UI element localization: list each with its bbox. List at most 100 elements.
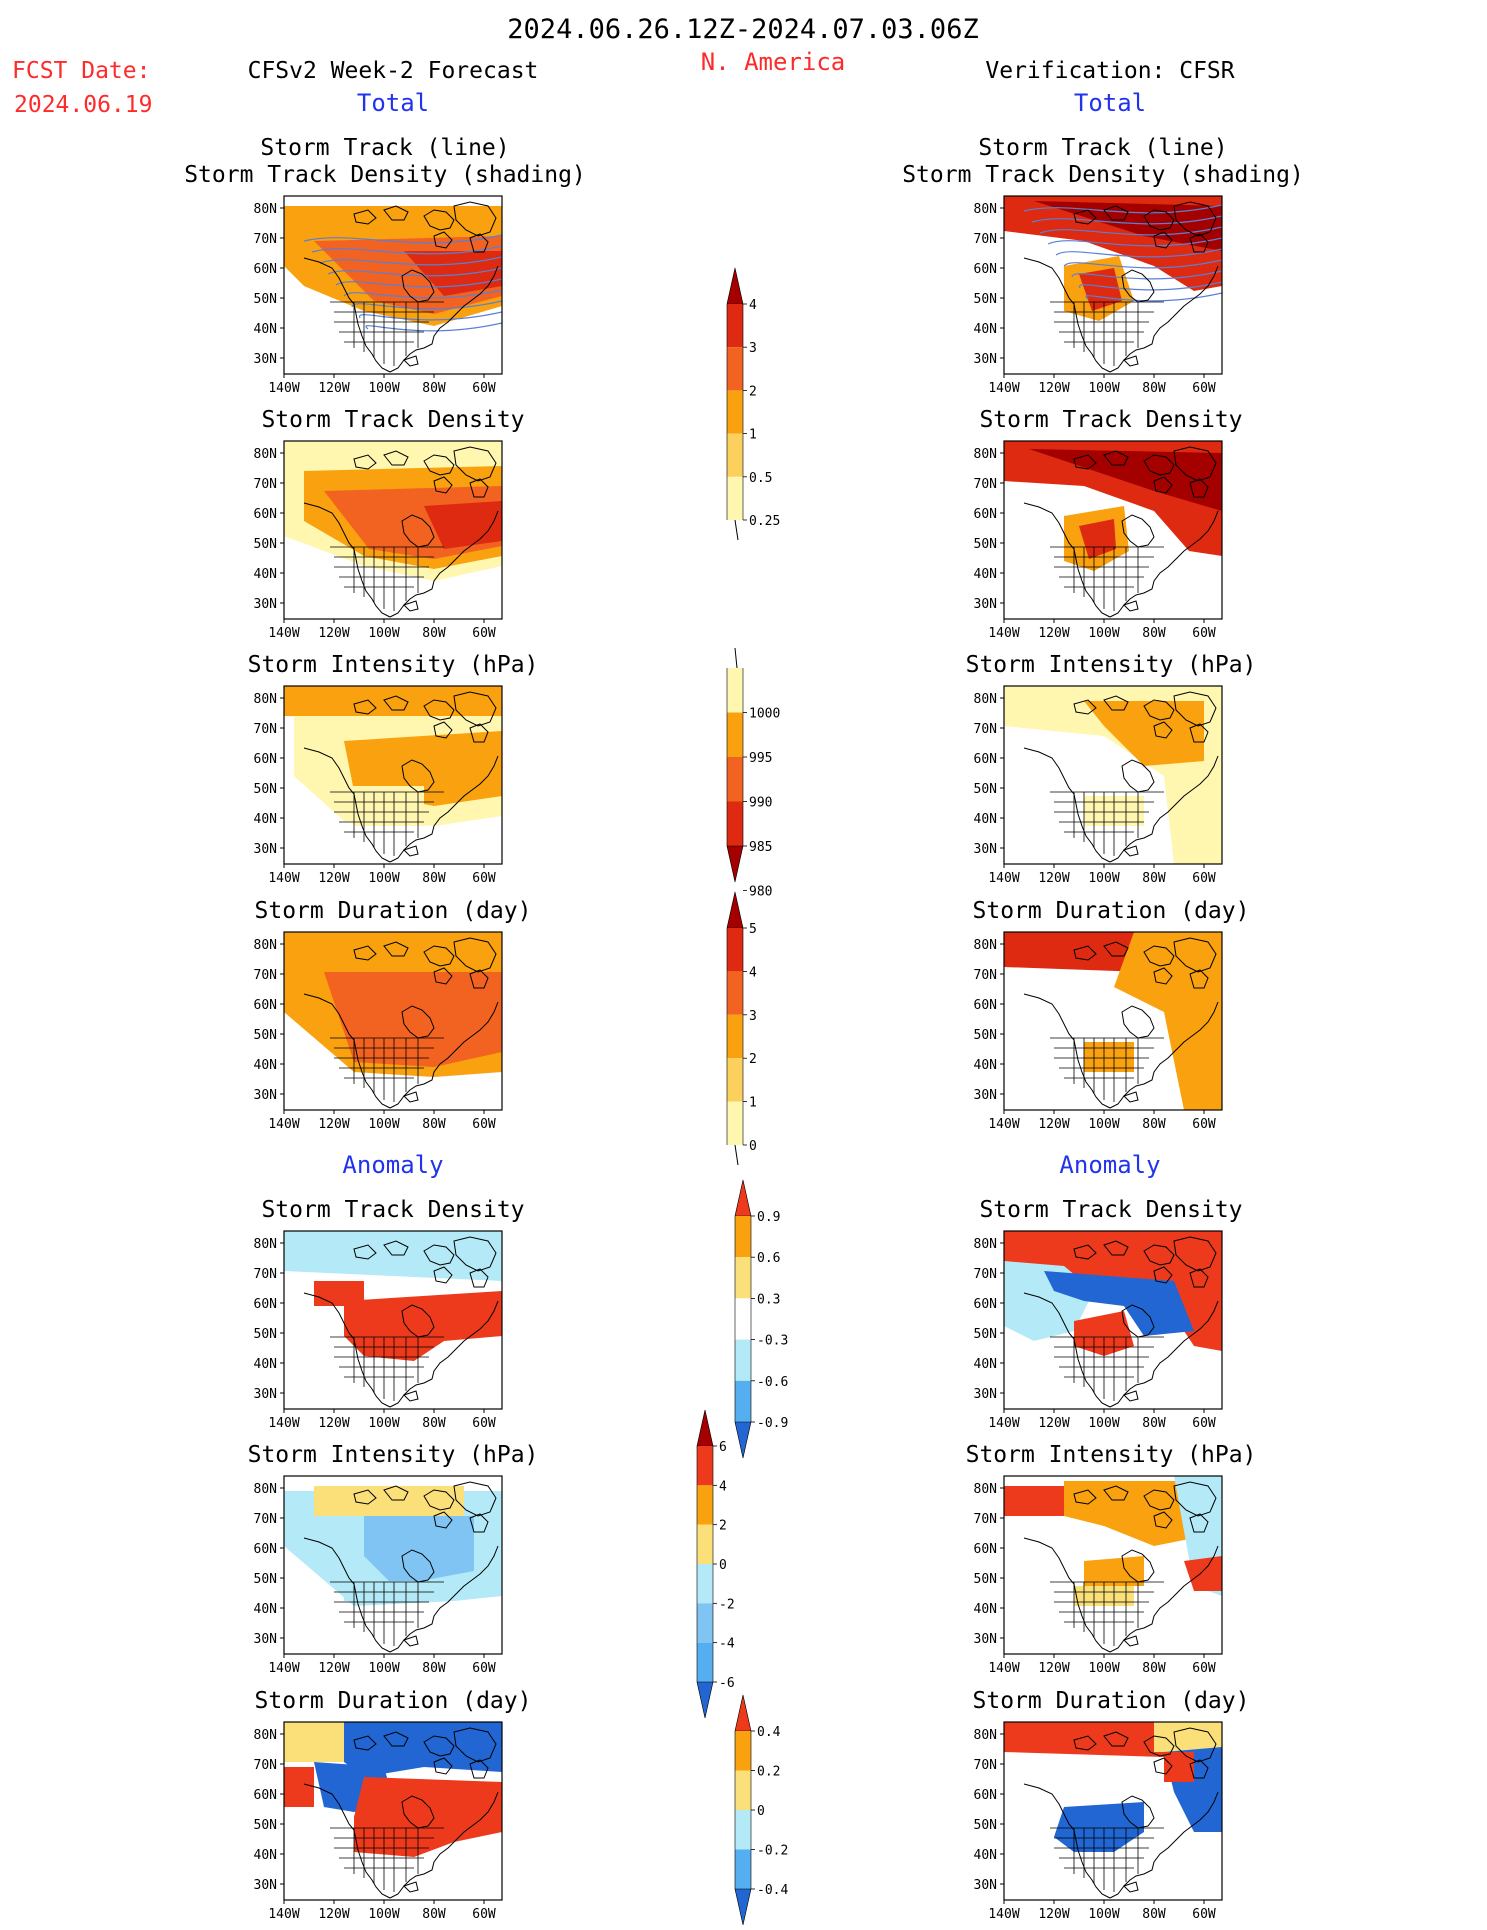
lon-label: 140W	[268, 381, 299, 396]
coastline	[403, 845, 419, 857]
colorbar-high-arrow	[726, 267, 744, 305]
coastlines	[303, 446, 499, 618]
lat-label: 80N	[254, 1728, 277, 1743]
coastline	[1073, 699, 1097, 715]
colorbar-label: 980	[749, 885, 772, 900]
colorbar-high-arrow	[734, 1179, 752, 1217]
lat-label: 60N	[974, 1542, 997, 1557]
lon-label: 140W	[268, 1416, 299, 1431]
storm-track-line	[1031, 215, 1222, 225]
storm-track-line	[359, 311, 502, 321]
lat-label: 70N	[254, 232, 277, 247]
panel-title-density-left: Storm Track Density	[261, 407, 524, 433]
lon-label: 140W	[988, 1661, 1019, 1676]
colorbar-duration-total: 5 4 3 2 1 0	[726, 891, 757, 1166]
panel-title-intensity-left: Storm Intensity (hPa)	[248, 652, 539, 678]
coastline	[469, 1513, 489, 1533]
coastline	[423, 1735, 455, 1757]
colorbar-label: 0	[749, 1139, 757, 1154]
colorbar-low-arrow	[696, 1681, 714, 1719]
coastline	[1189, 723, 1209, 743]
coastline	[401, 759, 435, 793]
lat-label: 30N	[974, 1878, 997, 1893]
map-frame	[283, 931, 503, 1111]
lon-label: 120W	[1038, 1117, 1069, 1132]
colorbar-high-arrow	[696, 1409, 714, 1447]
lon-label: 140W	[988, 1117, 1019, 1132]
lat-label: 70N	[254, 1512, 277, 1527]
colorbar-label: 0.9	[757, 1210, 780, 1225]
coastline	[353, 945, 377, 961]
lat-label: 40N	[974, 1602, 997, 1617]
lat-label: 70N	[254, 1758, 277, 1773]
coastline	[1023, 502, 1111, 618]
colorbar-label: -0.4	[757, 1883, 788, 1898]
shading-region	[1184, 1556, 1222, 1591]
shading-region	[284, 686, 502, 721]
valid-period-title: 2024.06.26.12Z-2024.07.03.06Z	[507, 14, 978, 45]
coastline	[469, 233, 489, 253]
coastline	[433, 1511, 453, 1529]
storm-track-line	[1055, 248, 1222, 258]
coastline	[389, 265, 499, 373]
coastline	[433, 1757, 453, 1775]
lon-label: 100W	[368, 1416, 399, 1431]
coastline	[353, 1244, 377, 1260]
colorbar-label: 2	[719, 1519, 727, 1534]
coastline	[1109, 1791, 1219, 1899]
lon-label: 60W	[472, 1416, 496, 1431]
coastline	[1073, 1244, 1097, 1260]
right-anomaly-label: Anomaly	[1059, 1151, 1160, 1179]
lat-label: 70N	[974, 968, 997, 983]
map-frame	[1003, 1475, 1223, 1655]
coastline	[353, 1489, 377, 1505]
coastline	[1023, 993, 1111, 1109]
shading-region	[284, 1231, 502, 1281]
shading-region	[1084, 701, 1204, 766]
lat-label: 60N	[974, 1297, 997, 1312]
colorbar-density-total: 4 3 2 1 0.5 0.25	[726, 267, 780, 541]
lon-label: 60W	[472, 1907, 496, 1922]
shading-region	[1004, 1722, 1164, 1757]
coastline	[453, 691, 497, 727]
lon-label: 120W	[318, 1661, 349, 1676]
shading-region	[1079, 519, 1116, 559]
lon-label: 120W	[318, 1907, 349, 1922]
lat-label: 50N	[254, 1327, 277, 1342]
panel-title-intensity-right: Storm Intensity (hPa)	[966, 652, 1257, 678]
coastline	[1153, 721, 1173, 739]
colorbar-label: 6	[719, 1440, 727, 1455]
storm-track-line	[327, 267, 502, 277]
lon-label: 60W	[1192, 1907, 1216, 1922]
panel-title-track-shading-left: Storm Track Density (shading)	[184, 162, 586, 188]
storm-track-line	[1063, 259, 1222, 269]
colorbar-label: 0.6	[757, 1251, 780, 1266]
shading-region	[1084, 1042, 1134, 1072]
coastline	[353, 1735, 377, 1751]
lat-label: 80N	[254, 938, 277, 953]
coastlines	[1023, 446, 1219, 618]
right-total-label: Total	[1074, 89, 1146, 117]
storm-track-line	[1085, 292, 1222, 302]
coastline	[1143, 209, 1175, 231]
storm-track-line	[1071, 270, 1222, 280]
map-panel-track-forecast: 80N 70N 60N 50N 40N 30N 140W 120W 100W 80W 60W	[254, 195, 503, 396]
lon-label: 120W	[1038, 381, 1069, 396]
colorbar-label: 0.25	[749, 514, 780, 529]
coastline	[389, 1300, 499, 1408]
coastline	[1143, 1489, 1175, 1511]
lat-label: 60N	[974, 752, 997, 767]
colorbar-duration-anom: 0.4 0.2 0 -0.2 -0.4	[734, 1694, 788, 1926]
lat-label: 80N	[254, 447, 277, 462]
coastline	[423, 209, 455, 231]
lon-label: 80W	[1142, 1661, 1166, 1676]
colorbar-segment	[727, 390, 743, 434]
coastline	[401, 1795, 435, 1829]
left-anomaly-label: Anomaly	[342, 1151, 443, 1179]
map-shading	[284, 1486, 502, 1606]
coastline	[453, 201, 497, 237]
colorbar-segment	[727, 801, 743, 846]
colorbar-segment	[735, 1216, 751, 1258]
storm-track-line	[365, 322, 502, 332]
